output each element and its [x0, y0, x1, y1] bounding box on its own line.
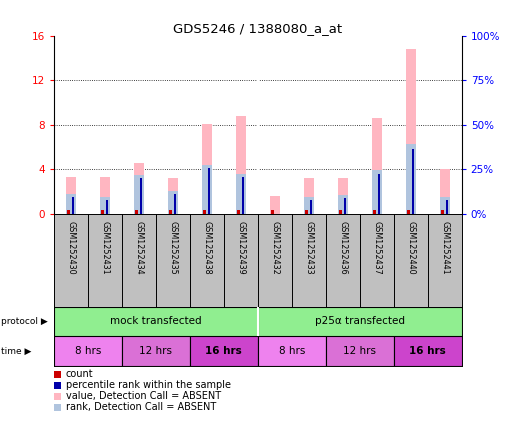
Bar — [371, 170, 382, 214]
Bar — [101, 210, 104, 214]
Bar — [235, 116, 246, 214]
Bar — [258, 307, 462, 336]
Bar — [203, 210, 206, 214]
Bar — [190, 336, 258, 366]
Bar — [406, 144, 416, 214]
Bar — [202, 124, 212, 214]
Bar — [412, 149, 415, 214]
Bar — [66, 194, 76, 214]
Bar — [54, 307, 258, 336]
Bar — [446, 201, 448, 214]
Bar — [168, 178, 178, 214]
Text: GSM1252432: GSM1252432 — [270, 221, 279, 275]
Text: 12 hrs: 12 hrs — [343, 346, 376, 356]
Text: 16 hrs: 16 hrs — [409, 346, 446, 356]
Text: percentile rank within the sample: percentile rank within the sample — [66, 380, 231, 390]
Bar — [310, 201, 312, 214]
Bar — [393, 336, 462, 366]
Bar — [338, 178, 348, 214]
Bar — [72, 197, 74, 214]
Bar — [441, 210, 444, 214]
Bar — [407, 210, 409, 214]
Text: 16 hrs: 16 hrs — [205, 346, 242, 356]
Bar — [169, 210, 172, 214]
Bar — [406, 49, 416, 214]
Text: rank, Detection Call = ABSENT: rank, Detection Call = ABSENT — [66, 402, 216, 412]
Bar — [304, 197, 314, 214]
Text: count: count — [66, 369, 93, 379]
Bar — [100, 197, 110, 214]
Text: 8 hrs: 8 hrs — [279, 346, 305, 356]
Text: GSM1252437: GSM1252437 — [372, 221, 381, 275]
Bar — [440, 197, 450, 214]
Bar — [135, 210, 137, 214]
Bar — [67, 210, 70, 214]
Text: p25α transfected: p25α transfected — [315, 316, 405, 327]
Bar — [174, 194, 176, 214]
Bar — [140, 178, 143, 214]
Bar — [378, 174, 380, 214]
Text: GSM1252433: GSM1252433 — [304, 221, 313, 275]
Bar — [304, 178, 314, 214]
Text: mock transfected: mock transfected — [110, 316, 202, 327]
Bar — [326, 336, 393, 366]
Text: GSM1252434: GSM1252434 — [134, 221, 143, 275]
Text: 8 hrs: 8 hrs — [75, 346, 101, 356]
Bar — [344, 198, 346, 214]
Bar — [339, 210, 342, 214]
Bar — [106, 201, 108, 214]
Bar — [66, 177, 76, 214]
Text: GSM1252431: GSM1252431 — [101, 221, 109, 275]
Bar — [208, 168, 210, 214]
Bar — [258, 336, 326, 366]
Bar — [235, 174, 246, 214]
Bar — [242, 177, 244, 214]
Text: GSM1252435: GSM1252435 — [168, 221, 177, 275]
Bar — [373, 210, 376, 214]
Bar — [134, 175, 144, 214]
Text: GSM1252436: GSM1252436 — [338, 221, 347, 275]
Bar — [122, 336, 190, 366]
Text: GSM1252439: GSM1252439 — [236, 221, 245, 275]
Text: GSM1252441: GSM1252441 — [440, 221, 449, 275]
Bar — [270, 196, 280, 214]
Bar — [371, 118, 382, 214]
Title: GDS5246 / 1388080_a_at: GDS5246 / 1388080_a_at — [173, 22, 342, 35]
Text: time ▶: time ▶ — [1, 346, 31, 356]
Text: GSM1252440: GSM1252440 — [406, 221, 415, 275]
Bar — [305, 210, 308, 214]
Bar — [134, 162, 144, 214]
Bar — [202, 165, 212, 214]
Bar — [271, 210, 273, 214]
Text: GSM1252430: GSM1252430 — [66, 221, 75, 275]
Bar — [440, 169, 450, 214]
Text: 12 hrs: 12 hrs — [140, 346, 172, 356]
Text: GSM1252438: GSM1252438 — [202, 221, 211, 275]
Bar — [54, 336, 122, 366]
Text: value, Detection Call = ABSENT: value, Detection Call = ABSENT — [66, 391, 221, 401]
Bar — [100, 177, 110, 214]
Bar — [237, 210, 240, 214]
Bar — [168, 192, 178, 214]
Text: protocol ▶: protocol ▶ — [1, 317, 48, 326]
Bar — [338, 195, 348, 214]
